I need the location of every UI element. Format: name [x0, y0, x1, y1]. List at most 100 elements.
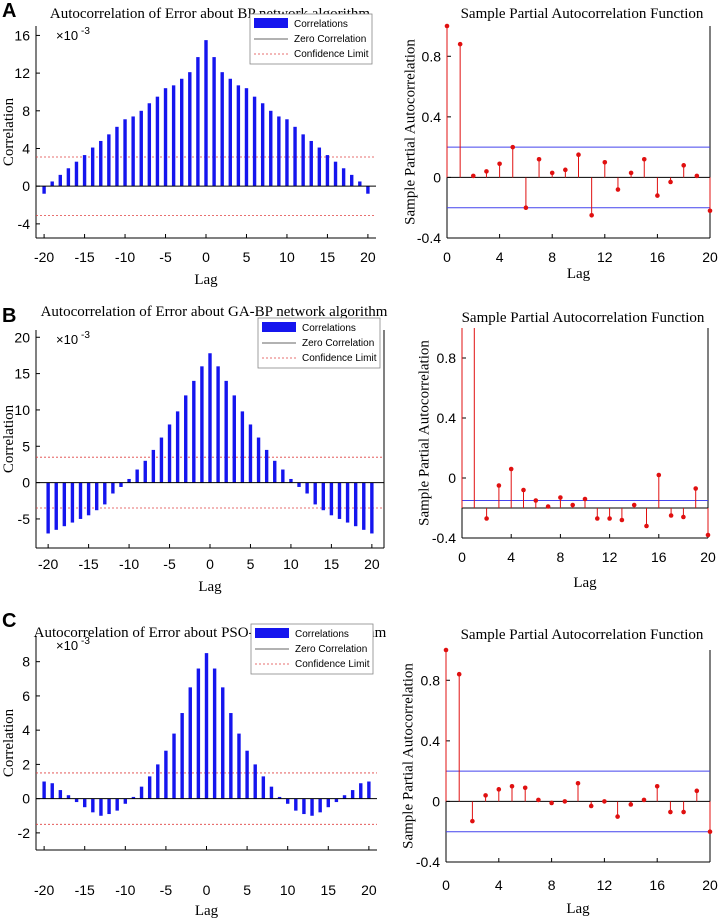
y-axis-label: Correlation	[1, 708, 17, 777]
x-axis-label: Lag	[198, 579, 222, 595]
y-tick-label: 0.4	[437, 410, 457, 426]
x-axis-label: Lag	[567, 266, 591, 282]
scale-exponent: -3	[81, 330, 90, 341]
correlation-bar	[74, 161, 79, 187]
correlation-bar	[240, 411, 245, 483]
correlation-bar	[156, 764, 160, 799]
stem-marker	[536, 797, 541, 803]
correlation-bar	[236, 85, 241, 187]
correlation-bar	[277, 796, 282, 799]
correlation-bar	[358, 181, 362, 187]
stem-marker	[631, 502, 637, 508]
x-tick-label: -10	[115, 249, 135, 265]
correlation-bar	[350, 174, 354, 187]
correlation-bar	[164, 750, 168, 799]
x-tick-label: 20	[364, 556, 380, 572]
correlation-bar	[99, 140, 103, 187]
x-tick-label: 20	[360, 249, 376, 265]
stem-marker	[694, 173, 700, 179]
correlation-bar	[289, 478, 293, 483]
stem-marker	[694, 788, 700, 794]
correlation-bar	[103, 482, 107, 505]
correlation-bar	[200, 366, 204, 483]
stem-marker	[497, 161, 502, 167]
stem-marker	[641, 156, 647, 162]
correlation-bar	[212, 57, 216, 187]
correlation-bar	[111, 482, 115, 494]
correlation-bar	[70, 482, 75, 523]
correlation-bar	[151, 449, 156, 483]
correlation-bar	[175, 411, 180, 483]
correlation-bar	[317, 147, 322, 187]
y-tick-label: 5	[22, 438, 30, 454]
correlation-bar	[107, 134, 111, 187]
correlation-bar	[325, 155, 330, 187]
chart-title: Sample Partial Autocorrelation Function	[462, 310, 705, 326]
stem-marker	[619, 517, 625, 523]
correlation-bar	[131, 796, 136, 799]
y-tick-label: -0.4	[417, 230, 441, 246]
correlation-bar	[58, 174, 62, 187]
y-axis-label: Correlation	[1, 404, 17, 473]
stem-marker	[545, 504, 551, 509]
correlation-bar	[321, 482, 326, 511]
correlation-bar	[277, 116, 281, 187]
correlation-bar	[353, 482, 358, 527]
panel-letter-b: B	[2, 305, 16, 327]
stem-marker	[628, 802, 634, 807]
correlation-bar	[228, 78, 232, 187]
y-axis-label: Sample Partial Autocorrelation	[400, 663, 416, 849]
x-tick-label: 4	[507, 549, 515, 565]
x-tick-label: 0	[202, 249, 210, 265]
correlation-bar	[285, 119, 289, 187]
x-tick-label: 8	[548, 249, 556, 265]
correlation-bar	[123, 798, 128, 804]
stem-marker	[443, 647, 449, 653]
correlation-bar	[46, 482, 50, 534]
y-tick-label: 20	[14, 329, 30, 345]
x-tick-label: 0	[442, 877, 450, 893]
correlation-bar	[115, 798, 119, 811]
panel-letter-a: A	[2, 0, 16, 22]
y-tick-label: 0.8	[421, 672, 441, 688]
correlation-bar	[309, 140, 313, 187]
stem-marker	[575, 780, 581, 786]
stem-marker	[668, 513, 674, 518]
y-tick-label: 6	[22, 688, 30, 704]
scale-exponent: -3	[81, 26, 90, 37]
correlation-bar	[50, 181, 54, 187]
correlation-bar	[86, 482, 91, 516]
x-tick-label: 0	[443, 249, 451, 265]
y-tick-label: 12	[14, 65, 30, 81]
stem-marker	[496, 787, 502, 792]
x-tick-label: 0	[203, 882, 211, 898]
stem-marker	[558, 495, 563, 500]
y-tick-label: 0.4	[421, 733, 441, 749]
correlation-bar	[204, 40, 208, 187]
correlation-bar	[74, 798, 79, 803]
chart-title: Sample Partial Autocorrelation Function	[461, 627, 704, 643]
stem-marker	[496, 483, 502, 488]
correlation-bar	[269, 110, 273, 187]
correlation-bar	[91, 798, 95, 813]
correlation-bar	[252, 96, 257, 187]
x-tick-label: -15	[78, 556, 98, 572]
y-tick-label: 0	[22, 475, 30, 491]
y-tick-label: 4	[22, 722, 30, 738]
correlation-bar	[329, 482, 334, 516]
stem-marker	[471, 173, 476, 179]
correlation-bar	[115, 126, 119, 187]
pacf-chart-ga-bp: Sample Partial Autocorrelation Function L…	[416, 310, 716, 591]
correlation-bar	[171, 85, 176, 187]
correlation-bar	[318, 798, 322, 813]
correlation-bar	[370, 482, 374, 534]
x-tick-label: -15	[75, 882, 95, 898]
correlation-bar	[196, 57, 200, 187]
correlation-bar	[123, 119, 127, 187]
y-axis-label: Sample Partial Autocorrelation	[402, 39, 418, 225]
acf-chart-ga-bp: Autocorrelation of Error about GA-BP net…	[1, 304, 388, 595]
correlation-bar	[66, 168, 71, 187]
y-tick-label: 0.8	[437, 350, 457, 366]
correlation-bar	[131, 116, 135, 187]
stem-marker	[523, 205, 529, 211]
